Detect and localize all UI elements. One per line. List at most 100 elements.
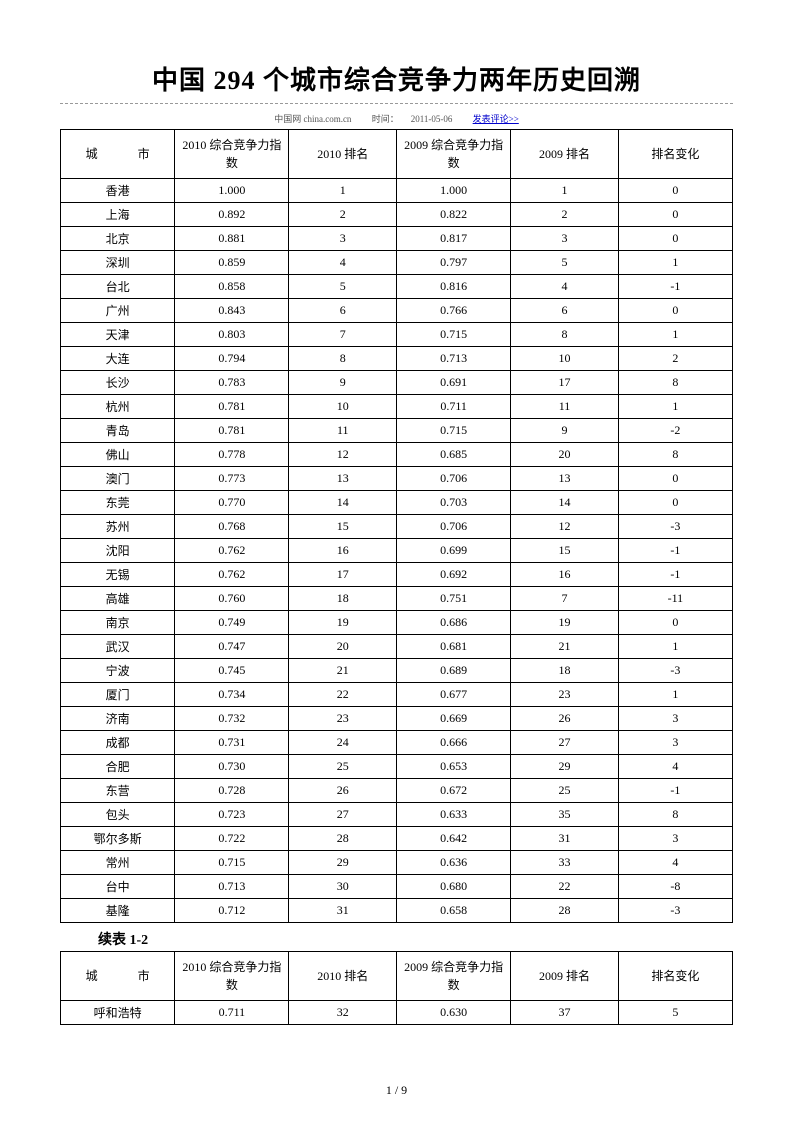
th-index2010: 2010 综合竞争力指数: [175, 130, 289, 179]
cell-rank2009: 28: [511, 899, 619, 923]
th-city: 城 市: [61, 952, 175, 1001]
table-row: 台中0.713300.68022-8: [61, 875, 733, 899]
th-city: 城 市: [61, 130, 175, 179]
cell-index2010: 0.749: [175, 611, 289, 635]
cell-rank2010: 16: [289, 539, 397, 563]
cell-rank2009: 5: [511, 251, 619, 275]
cell-rank2010: 4: [289, 251, 397, 275]
cell-city: 杭州: [61, 395, 175, 419]
cell-city: 高雄: [61, 587, 175, 611]
cell-rank2009: 1: [511, 179, 619, 203]
cell-index2009: 0.703: [396, 491, 510, 515]
th-index2009: 2009 综合竞争力指数: [396, 130, 510, 179]
cell-rank2010: 5: [289, 275, 397, 299]
cell-change: -3: [618, 899, 732, 923]
cell-rank2009: 15: [511, 539, 619, 563]
table-row: 北京0.88130.81730: [61, 227, 733, 251]
cell-rank2010: 2: [289, 203, 397, 227]
cell-city: 基隆: [61, 899, 175, 923]
cell-rank2009: 7: [511, 587, 619, 611]
cell-index2010: 0.732: [175, 707, 289, 731]
cell-rank2010: 13: [289, 467, 397, 491]
cell-city: 北京: [61, 227, 175, 251]
cell-index2009: 0.706: [396, 467, 510, 491]
cell-city: 合肥: [61, 755, 175, 779]
table-row: 香港1.00011.00010: [61, 179, 733, 203]
cell-index2009: 0.681: [396, 635, 510, 659]
cell-rank2009: 18: [511, 659, 619, 683]
cell-index2009: 0.817: [396, 227, 510, 251]
cell-city: 沈阳: [61, 539, 175, 563]
cell-rank2010: 12: [289, 443, 397, 467]
sub-caption: 续表 1-2: [98, 929, 733, 949]
cell-index2010: 0.768: [175, 515, 289, 539]
cell-index2009: 0.751: [396, 587, 510, 611]
cell-rank2010: 3: [289, 227, 397, 251]
table-row: 包头0.723270.633358: [61, 803, 733, 827]
cell-city: 长沙: [61, 371, 175, 395]
cell-index2010: 0.745: [175, 659, 289, 683]
cell-rank2010: 22: [289, 683, 397, 707]
cell-index2010: 0.730: [175, 755, 289, 779]
cell-rank2009: 11: [511, 395, 619, 419]
page-footer: 1 / 9: [0, 1083, 793, 1098]
table-row: 杭州0.781100.711111: [61, 395, 733, 419]
cell-index2009: 0.715: [396, 419, 510, 443]
cell-index2009: 0.680: [396, 875, 510, 899]
comment-link[interactable]: 发表评论>>: [473, 114, 519, 124]
cell-index2009: 0.715: [396, 323, 510, 347]
cell-index2010: 0.859: [175, 251, 289, 275]
cell-city: 佛山: [61, 443, 175, 467]
table-row: 鄂尔多斯0.722280.642313: [61, 827, 733, 851]
cell-index2010: 0.781: [175, 395, 289, 419]
cell-index2010: 0.762: [175, 539, 289, 563]
table-row: 广州0.84360.76660: [61, 299, 733, 323]
cell-index2009: 0.711: [396, 395, 510, 419]
cell-city: 青岛: [61, 419, 175, 443]
th-rank2009: 2009 排名: [511, 130, 619, 179]
cell-change: 1: [618, 635, 732, 659]
cell-index2010: 0.881: [175, 227, 289, 251]
table-row: 东营0.728260.67225-1: [61, 779, 733, 803]
cell-rank2009: 3: [511, 227, 619, 251]
cell-index2010: 0.731: [175, 731, 289, 755]
table-row: 青岛0.781110.7159-2: [61, 419, 733, 443]
cell-rank2010: 11: [289, 419, 397, 443]
table-row: 长沙0.78390.691178: [61, 371, 733, 395]
cell-index2010: 0.783: [175, 371, 289, 395]
cell-change: 3: [618, 707, 732, 731]
cell-change: 3: [618, 731, 732, 755]
cell-rank2009: 25: [511, 779, 619, 803]
cell-index2009: 0.653: [396, 755, 510, 779]
cell-city: 香港: [61, 179, 175, 203]
cell-rank2010: 10: [289, 395, 397, 419]
cell-city: 呼和浩特: [61, 1001, 175, 1025]
cell-rank2009: 14: [511, 491, 619, 515]
cell-city: 包头: [61, 803, 175, 827]
cell-index2010: 0.747: [175, 635, 289, 659]
cell-rank2009: 35: [511, 803, 619, 827]
table-row: 高雄0.760180.7517-11: [61, 587, 733, 611]
cell-change: 4: [618, 755, 732, 779]
table-row: 武汉0.747200.681211: [61, 635, 733, 659]
cell-city: 大连: [61, 347, 175, 371]
meta-time: 时间：2011-05-06: [366, 114, 459, 124]
cell-rank2009: 8: [511, 323, 619, 347]
cell-index2009: 1.000: [396, 179, 510, 203]
cell-change: -3: [618, 659, 732, 683]
cell-change: 0: [618, 299, 732, 323]
cell-change: -8: [618, 875, 732, 899]
table-row: 济南0.732230.669263: [61, 707, 733, 731]
cell-rank2009: 6: [511, 299, 619, 323]
cell-change: 0: [618, 467, 732, 491]
cell-rank2010: 19: [289, 611, 397, 635]
cell-change: -1: [618, 779, 732, 803]
cell-index2009: 0.699: [396, 539, 510, 563]
cell-index2010: 0.734: [175, 683, 289, 707]
th-rank2010: 2010 排名: [289, 952, 397, 1001]
cell-change: 8: [618, 371, 732, 395]
cell-index2009: 0.636: [396, 851, 510, 875]
cell-rank2009: 22: [511, 875, 619, 899]
cell-rank2010: 32: [289, 1001, 397, 1025]
cell-rank2010: 21: [289, 659, 397, 683]
